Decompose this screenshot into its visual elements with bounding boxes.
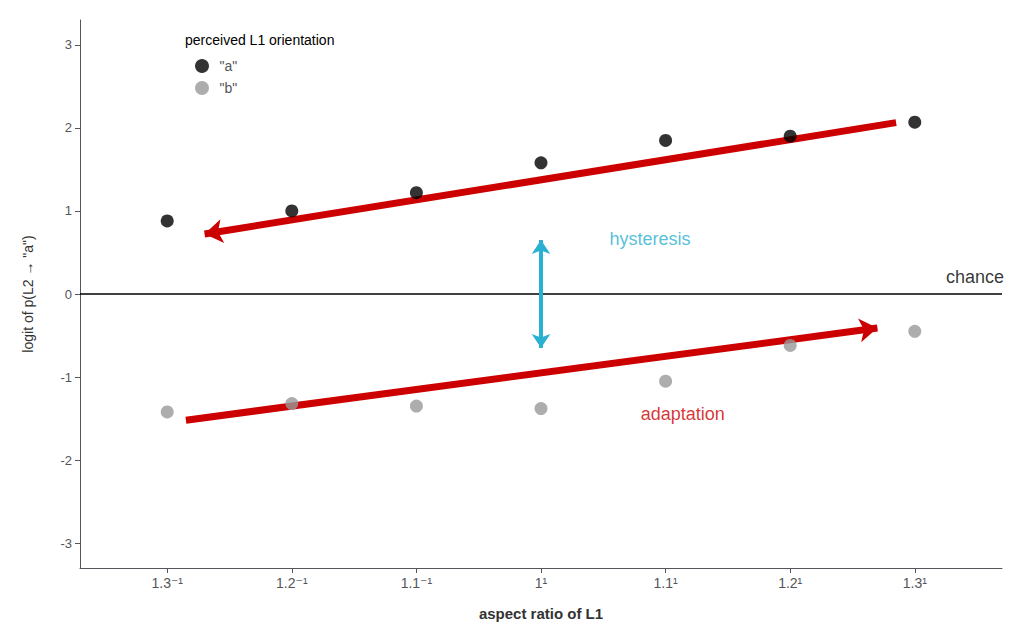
- svg-text:1: 1: [65, 203, 72, 218]
- svg-text:aspect ratio of L1: aspect ratio of L1: [479, 605, 603, 622]
- svg-text:"a": "a": [220, 58, 238, 74]
- svg-text:logit of p(L2 → "a"): logit of p(L2 → "a"): [20, 235, 36, 352]
- svg-text:-1: -1: [60, 370, 72, 385]
- svg-text:1.3¹: 1.3¹: [903, 575, 927, 591]
- svg-text:hysteresis: hysteresis: [610, 229, 691, 249]
- svg-text:0: 0: [65, 287, 72, 302]
- svg-text:perceived L1 orientation: perceived L1 orientation: [185, 32, 334, 48]
- svg-text:adaptation: adaptation: [641, 404, 725, 424]
- svg-text:-3: -3: [60, 536, 72, 551]
- svg-text:1.2⁻¹: 1.2⁻¹: [276, 575, 308, 591]
- svg-text:1.1¹: 1.1¹: [654, 575, 678, 591]
- svg-text:1.2¹: 1.2¹: [778, 575, 802, 591]
- svg-text:3: 3: [65, 37, 72, 52]
- svg-text:chance: chance: [946, 267, 1004, 287]
- svg-text:1.3⁻¹: 1.3⁻¹: [151, 575, 183, 591]
- svg-text:1.1⁻¹: 1.1⁻¹: [401, 575, 433, 591]
- svg-text:1¹: 1¹: [535, 575, 548, 591]
- svg-text:2: 2: [65, 120, 72, 135]
- svg-text:-2: -2: [60, 453, 72, 468]
- svg-text:"b": "b": [220, 80, 238, 96]
